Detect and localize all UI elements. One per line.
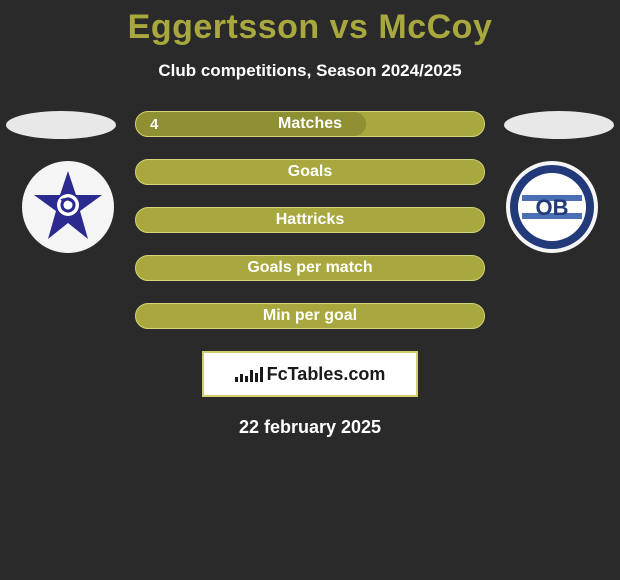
stat-bars: 4 Matches Goals Hattricks Goals per matc… xyxy=(135,111,485,329)
stat-label: Min per goal xyxy=(263,307,357,325)
date-label: 22 february 2025 xyxy=(0,417,620,438)
stat-bar-goals: Goals xyxy=(135,159,485,185)
bar-chart-icon xyxy=(235,366,263,382)
brand-box[interactable]: FcTables.com xyxy=(202,351,418,397)
subtitle: Club competitions, Season 2024/2025 xyxy=(0,61,620,81)
stat-value-left: 4 xyxy=(150,116,158,133)
ob-emblem-icon: OB xyxy=(508,163,596,251)
stat-label: Matches xyxy=(278,115,342,133)
stat-bar-matches: 4 Matches xyxy=(135,111,485,137)
stat-label: Goals xyxy=(288,163,332,181)
star-emblem-icon xyxy=(28,167,108,247)
stat-label: Goals per match xyxy=(247,259,372,277)
comparison-content: OB 4 Matches Goals Hattricks Goals per m… xyxy=(0,111,620,438)
brand-label: FcTables.com xyxy=(267,364,386,385)
club-crest-left xyxy=(22,161,114,253)
club-crest-right: OB xyxy=(506,161,598,253)
page-title: Eggertsson vs McCoy xyxy=(0,0,620,47)
player-oval-left xyxy=(6,111,116,139)
player-oval-right xyxy=(504,111,614,139)
stat-label: Hattricks xyxy=(276,211,344,229)
stat-bar-min-per-goal: Min per goal xyxy=(135,303,485,329)
stat-bar-goals-per-match: Goals per match xyxy=(135,255,485,281)
svg-text:OB: OB xyxy=(536,195,569,220)
stat-bar-hattricks: Hattricks xyxy=(135,207,485,233)
brand-text: FcTables.com xyxy=(235,364,386,385)
